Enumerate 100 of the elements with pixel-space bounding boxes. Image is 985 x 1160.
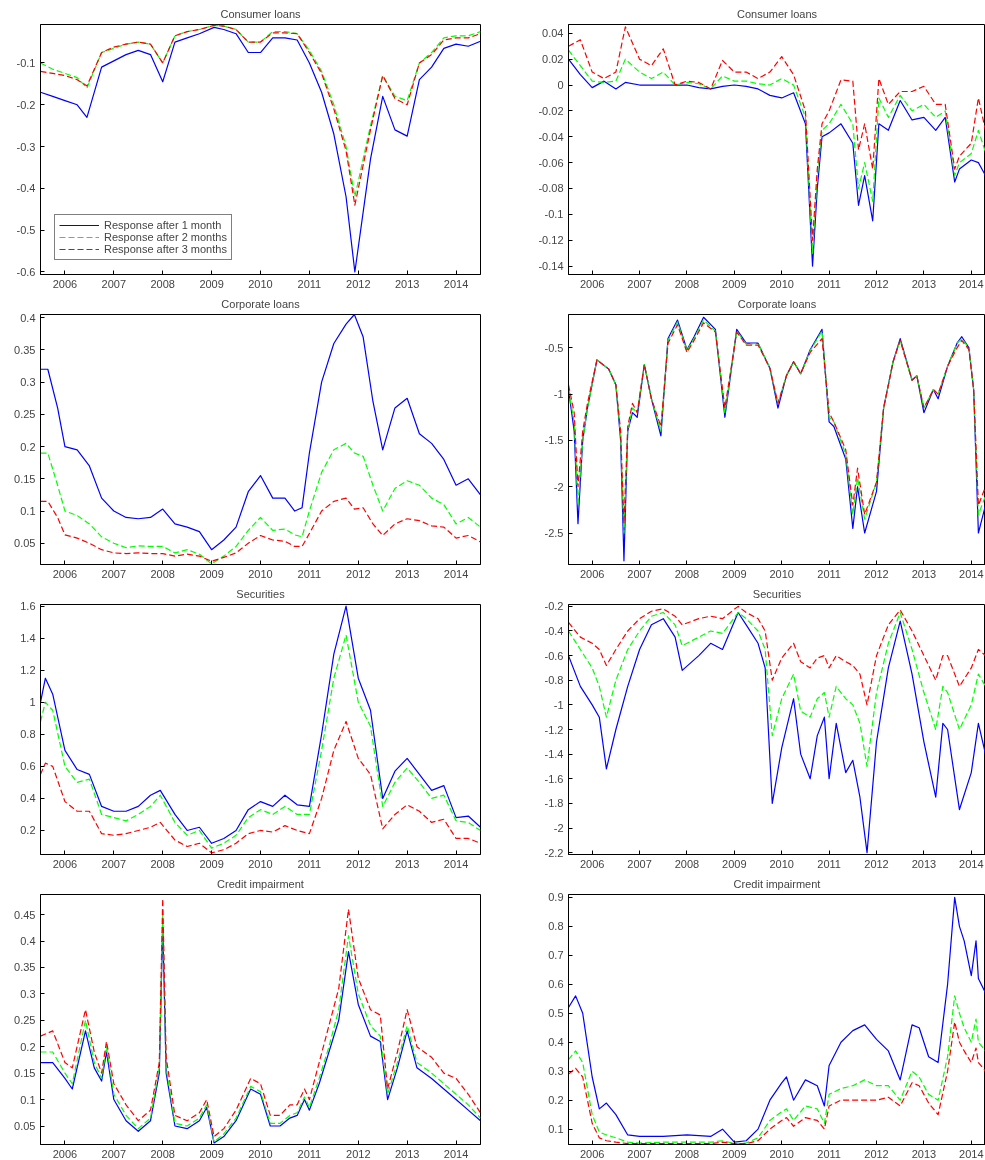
y-tick-label: 0.3 <box>548 1065 564 1078</box>
x-tick-label: 2014 <box>959 1147 984 1160</box>
x-tick-label: 2006 <box>579 277 605 290</box>
y-tick-label: -0.4 <box>544 624 564 637</box>
y-tick-label: -2 <box>553 822 564 835</box>
y-tick-label: -1.2 <box>544 723 564 736</box>
y-tick-label: 0.8 <box>20 728 36 741</box>
x-tick-label: 2014 <box>959 567 984 580</box>
x-tick-label: 2013 <box>911 857 937 870</box>
x-tick-label: 2011 <box>817 857 841 870</box>
chart-title: Securities <box>236 587 286 600</box>
x-tick-label: 2007 <box>101 277 127 290</box>
x-tick-label: 2012 <box>864 567 889 580</box>
x-tick-label: 2009 <box>722 1147 747 1160</box>
y-tick-label: -1.4 <box>544 748 564 761</box>
x-tick-label: 2006 <box>52 1147 78 1160</box>
x-tick-label: 2009 <box>722 857 747 870</box>
y-tick-label: -0.6 <box>544 649 564 662</box>
y-tick-label: -0.5 <box>544 341 564 354</box>
y-tick-label: -1.8 <box>544 797 564 810</box>
y-tick-label: -1.5 <box>544 434 564 447</box>
y-tick-label: 1.2 <box>20 664 36 677</box>
y-tick-label: 0.35 <box>14 343 36 356</box>
x-tick-label: 2008 <box>674 1147 700 1160</box>
x-tick-label: 2011 <box>297 1147 322 1160</box>
y-tick-label: 0.4 <box>548 1036 564 1049</box>
y-tick-label: 0.2 <box>20 824 36 837</box>
x-tick-label: 2011 <box>817 277 841 290</box>
x-tick-label: 2014 <box>959 857 984 870</box>
x-tick-label: 2006 <box>579 567 605 580</box>
x-tick-label: 2007 <box>627 1147 652 1160</box>
x-tick-label: 2008 <box>150 567 175 580</box>
x-tick-label: 2006 <box>52 567 78 580</box>
y-tick-label: -0.12 <box>538 234 564 247</box>
x-tick-label: 2007 <box>627 567 652 580</box>
y-tick-label: 0 <box>557 79 564 92</box>
y-tick-label: 1.4 <box>20 632 36 645</box>
y-tick-label: -0.5 <box>16 224 36 237</box>
x-tick-label: 2007 <box>627 857 652 870</box>
x-tick-label: 2010 <box>769 567 794 580</box>
y-tick-label: -0.6 <box>16 265 36 278</box>
x-tick-label: 2008 <box>150 277 175 290</box>
x-tick-label: 2009 <box>199 857 224 870</box>
x-tick-label: 2006 <box>52 277 78 290</box>
x-tick-label: 2012 <box>864 277 889 290</box>
y-tick-label: -0.8 <box>544 674 564 687</box>
y-tick-label: -2.5 <box>544 527 564 540</box>
x-tick-label: 2010 <box>769 857 794 870</box>
y-tick-label: -2.2 <box>544 846 564 859</box>
chart-title: Corporate loans <box>737 297 817 310</box>
x-tick-label: 2010 <box>769 1147 794 1160</box>
y-tick-label: 0.1 <box>20 505 36 518</box>
y-tick-label: 0.02 <box>542 53 564 66</box>
x-tick-label: 2012 <box>346 277 371 290</box>
x-tick-label: 2008 <box>150 857 175 870</box>
x-tick-label: 2012 <box>346 857 371 870</box>
y-tick-label: 0.1 <box>20 1093 36 1106</box>
y-tick-label: 0.5 <box>548 1007 564 1020</box>
x-tick-label: 2014 <box>959 277 984 290</box>
y-tick-label: -0.06 <box>538 156 564 169</box>
y-tick-label: -0.2 <box>544 600 564 613</box>
chart-title: Consumer loans <box>736 7 818 20</box>
x-tick-label: 2011 <box>817 1147 841 1160</box>
y-tick-label: 0.05 <box>14 1120 36 1132</box>
chart-title: Corporate loans <box>221 297 301 310</box>
x-tick-label: 2007 <box>101 1147 127 1160</box>
x-tick-label: 2006 <box>579 1147 605 1160</box>
x-tick-label: 2007 <box>101 857 127 870</box>
y-tick-label: 0.7 <box>548 949 564 962</box>
y-tick-label: 0.25 <box>14 408 36 421</box>
chart-title: Consumer loans <box>220 7 302 20</box>
x-tick-label: 2012 <box>346 1147 371 1160</box>
x-tick-label: 2009 <box>199 567 224 580</box>
y-tick-label: -0.2 <box>16 98 36 111</box>
x-tick-label: 2014 <box>443 567 469 580</box>
y-tick-label: 0.8 <box>548 920 564 933</box>
chart-title: Credit impairment <box>217 877 304 890</box>
y-tick-label: 0.4 <box>20 935 36 948</box>
x-tick-label: 2008 <box>150 1147 175 1160</box>
x-tick-label: 2006 <box>579 857 605 870</box>
x-tick-label: 2012 <box>864 1147 889 1160</box>
y-tick-label: 0.45 <box>14 908 36 921</box>
legend-label: Response after 1 month <box>104 219 222 231</box>
x-tick-label: 2011 <box>297 277 322 290</box>
x-tick-label: 2009 <box>722 567 747 580</box>
x-tick-label: 2010 <box>248 567 273 580</box>
x-tick-label: 2013 <box>911 1147 937 1160</box>
y-tick-label: -0.3 <box>16 140 36 153</box>
x-tick-label: 2011 <box>817 567 841 580</box>
x-tick-label: 2010 <box>248 277 273 290</box>
chart-title: Securities <box>752 587 802 600</box>
y-tick-label: -1.6 <box>544 772 564 785</box>
y-tick-label: 0.25 <box>14 1014 36 1027</box>
x-tick-label: 2011 <box>297 567 322 580</box>
x-tick-label: 2007 <box>627 277 652 290</box>
x-tick-label: 2009 <box>199 1147 224 1160</box>
x-tick-label: 2014 <box>443 277 469 290</box>
y-tick-label: 0.6 <box>548 978 564 991</box>
y-tick-label: 0.15 <box>14 1067 36 1080</box>
x-tick-label: 2008 <box>674 567 700 580</box>
